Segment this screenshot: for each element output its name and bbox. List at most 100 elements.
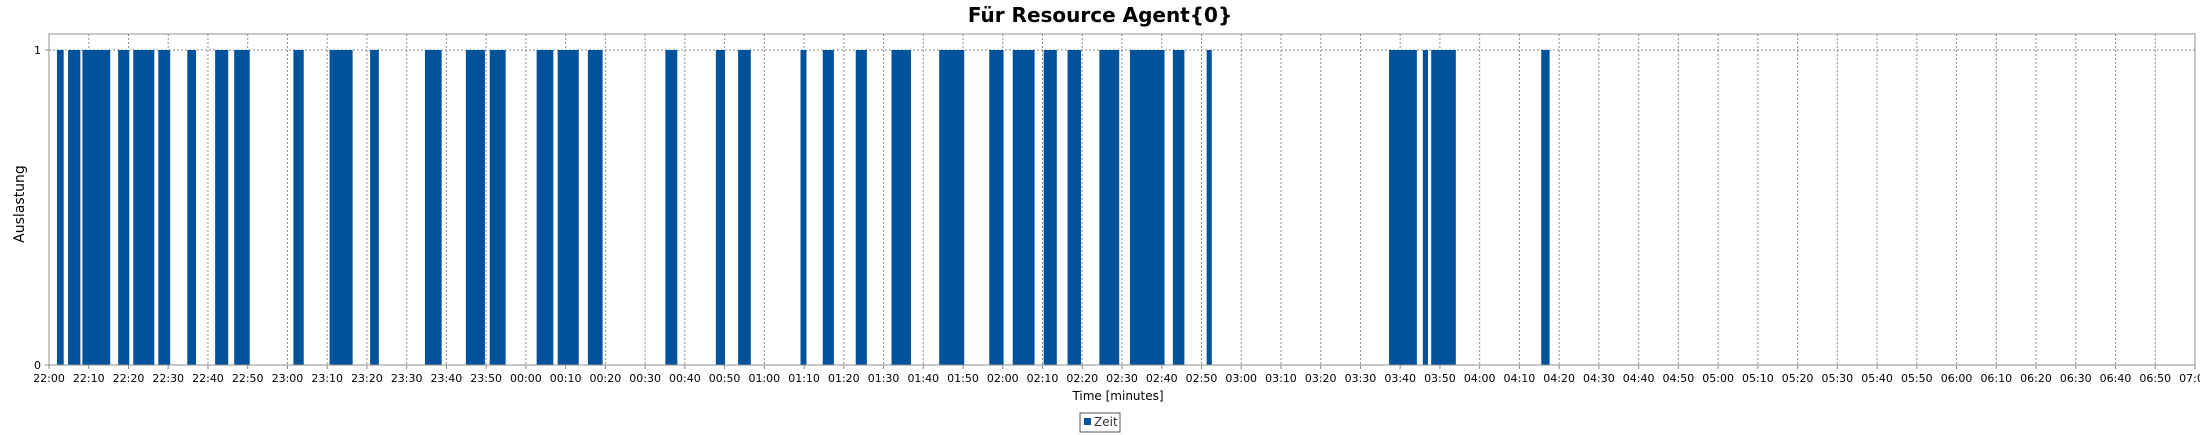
x-tick-label: 03:00 bbox=[1225, 372, 1257, 385]
x-tick-label: 00:10 bbox=[550, 372, 582, 385]
bar bbox=[1129, 50, 1165, 365]
bar bbox=[822, 50, 834, 365]
x-tick-label: 05:40 bbox=[1861, 372, 1893, 385]
x-tick-label: 01:30 bbox=[868, 372, 900, 385]
x-tick-label: 01:40 bbox=[907, 372, 939, 385]
x-tick-label: 02:30 bbox=[1106, 372, 1138, 385]
bar bbox=[56, 50, 64, 365]
x-tick-label: 00:40 bbox=[669, 372, 701, 385]
bar bbox=[329, 50, 353, 365]
x-tick-label: 23:10 bbox=[311, 372, 343, 385]
x-tick-label: 22:40 bbox=[192, 372, 224, 385]
bar bbox=[293, 50, 304, 365]
x-tick-label: 07:00 bbox=[2179, 372, 2200, 385]
x-tick-label: 02:20 bbox=[1066, 372, 1098, 385]
bar bbox=[891, 50, 911, 365]
x-tick-label: 03:50 bbox=[1424, 372, 1456, 385]
x-tick-label: 06:10 bbox=[1980, 372, 2012, 385]
x-tick-label: 06:30 bbox=[2060, 372, 2092, 385]
plot-border bbox=[48, 33, 2196, 366]
bar bbox=[1067, 50, 1082, 365]
x-tick-label: 00:30 bbox=[629, 372, 661, 385]
x-tick-label: 06:40 bbox=[2100, 372, 2132, 385]
x-tick-label: 04:30 bbox=[1583, 372, 1615, 385]
chart-title: Für Resource Agent{0} bbox=[968, 3, 1232, 27]
x-tick-label: 00:00 bbox=[510, 372, 542, 385]
legend: Zeit bbox=[1079, 412, 1121, 433]
x-tick-label: 04:40 bbox=[1623, 372, 1655, 385]
x-tick-label: 05:20 bbox=[1782, 372, 1814, 385]
y-tick-label: 0 bbox=[34, 359, 41, 372]
x-tick-label: 00:50 bbox=[709, 372, 741, 385]
bar bbox=[370, 50, 379, 365]
bar bbox=[1043, 50, 1057, 365]
x-tick-label: 04:50 bbox=[1663, 372, 1695, 385]
bar bbox=[1012, 50, 1035, 365]
bar bbox=[939, 50, 965, 365]
x-tick-label: 02:50 bbox=[1186, 372, 1218, 385]
bar bbox=[424, 50, 442, 365]
x-tick-label: 03:40 bbox=[1384, 372, 1416, 385]
x-tick-label: 23:50 bbox=[470, 372, 502, 385]
x-tick-label: 05:10 bbox=[1742, 372, 1774, 385]
x-tick-label: 06:00 bbox=[1941, 372, 1973, 385]
x-tick-label: 03:20 bbox=[1305, 372, 1337, 385]
bar bbox=[855, 50, 867, 365]
bar bbox=[1431, 50, 1456, 365]
bar bbox=[557, 50, 579, 365]
y-tick-label: 1 bbox=[34, 44, 41, 57]
bar bbox=[1206, 50, 1212, 365]
x-tick-label: 23:30 bbox=[391, 372, 423, 385]
x-tick-label: 01:10 bbox=[788, 372, 820, 385]
bar bbox=[465, 50, 485, 365]
legend-box bbox=[1079, 412, 1121, 433]
bar bbox=[1172, 50, 1185, 365]
bar bbox=[489, 50, 506, 365]
x-tick-label: 04:20 bbox=[1543, 372, 1575, 385]
x-tick-label: 22:50 bbox=[232, 372, 264, 385]
bar bbox=[1422, 50, 1429, 365]
x-tick-label: 01:00 bbox=[748, 372, 780, 385]
bar bbox=[989, 50, 1004, 365]
x-tick-label: 05:50 bbox=[1901, 372, 1933, 385]
x-tick-label: 00:20 bbox=[590, 372, 622, 385]
bar bbox=[587, 50, 603, 365]
x-tick-label: 23:00 bbox=[272, 372, 304, 385]
x-tick-label: 23:40 bbox=[431, 372, 463, 385]
x-axis-label: Time [minutes] bbox=[1071, 389, 1163, 403]
bar bbox=[1389, 50, 1417, 365]
bar bbox=[158, 50, 171, 365]
bar bbox=[1541, 50, 1550, 365]
bar bbox=[187, 50, 197, 365]
x-tick-label: 03:30 bbox=[1345, 372, 1377, 385]
bar bbox=[800, 50, 807, 365]
x-tick-label: 06:50 bbox=[2139, 372, 2171, 385]
x-tick-label: 01:50 bbox=[947, 372, 979, 385]
x-tick-label: 05:00 bbox=[1702, 372, 1734, 385]
bar bbox=[738, 50, 751, 365]
bar bbox=[118, 50, 130, 365]
legend-label-zeit: Zeit bbox=[1094, 415, 1118, 429]
bar bbox=[68, 50, 81, 365]
bar bbox=[215, 50, 229, 365]
x-tick-label: 01:20 bbox=[828, 372, 860, 385]
bar bbox=[133, 50, 155, 365]
x-tick-label: 02:00 bbox=[987, 372, 1019, 385]
bar bbox=[234, 50, 250, 365]
bar bbox=[1099, 50, 1120, 365]
bar bbox=[665, 50, 678, 365]
x-tick-label: 05:30 bbox=[1821, 372, 1853, 385]
bar bbox=[715, 50, 725, 365]
legend-swatch bbox=[1084, 418, 1091, 425]
x-tick-label: 22:30 bbox=[152, 372, 184, 385]
x-tick-label: 22:20 bbox=[113, 372, 145, 385]
x-tick-label: 06:20 bbox=[2020, 372, 2052, 385]
bar bbox=[536, 50, 554, 365]
x-tick-label: 22:00 bbox=[33, 372, 65, 385]
bar bbox=[82, 50, 111, 365]
x-tick-label: 04:00 bbox=[1464, 372, 1496, 385]
x-tick-label: 02:40 bbox=[1146, 372, 1178, 385]
x-tick-label: 23:20 bbox=[351, 372, 383, 385]
